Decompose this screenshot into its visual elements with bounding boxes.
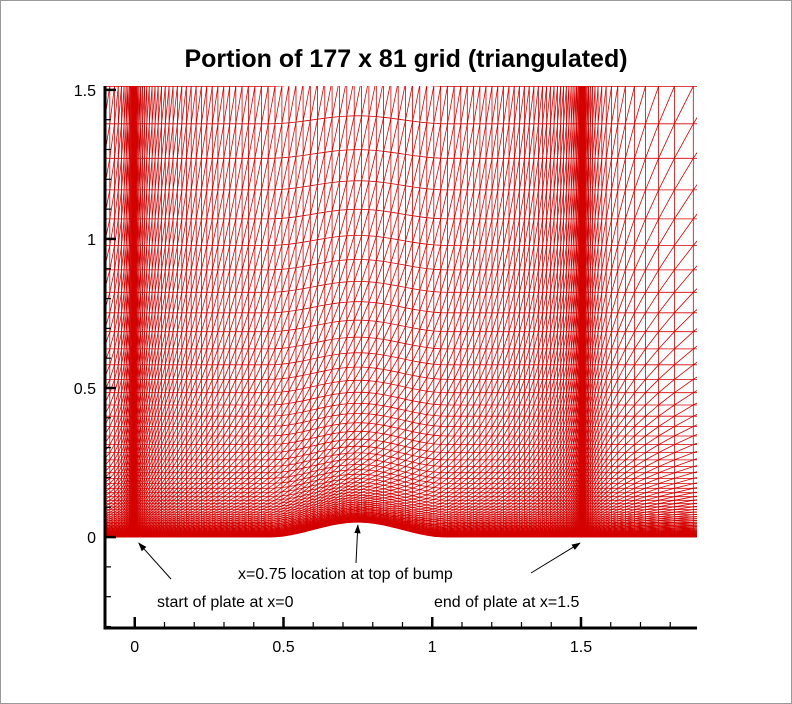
grid-line-diagonal [105,485,697,505]
annotation-arrow [354,524,361,564]
grid-line-diagonal [105,149,697,191]
grid-line-diagonal [105,452,697,474]
grid-line-diagonal [105,507,697,525]
grid-line-diagonal [105,464,697,484]
annotation-arrow [530,542,581,574]
x-tick-label: 1 [428,639,437,656]
grid-line-horizontal [105,86,697,87]
grid-line-diagonal [105,515,697,532]
grid-line-diagonal [105,503,697,521]
grid-line-diagonal [105,209,697,246]
annotation-arrow [138,542,172,580]
grid-line-diagonal [105,235,697,271]
y-tick-label: 1.5 [74,83,96,100]
y-tick-label: 0 [87,530,96,547]
grid-line-diagonal [105,380,697,406]
y-tick-label: 1 [87,232,96,249]
grid-line-diagonal [105,516,697,533]
annotation-start-of-plate: start of plate at x=0 [157,594,294,611]
grid-line-diagonal [105,505,697,523]
grid-line-diagonal [105,511,697,529]
grid-line-diagonal [105,510,697,527]
grid-line-diagonal [105,115,697,159]
grid-line-diagonal [105,403,697,427]
grid-line-diagonal [105,352,697,380]
x-tick-label: 1.5 [570,639,592,656]
annotation-end-of-plate: end of plate at x=1.5 [434,594,580,611]
grid-line-diagonal [105,366,697,394]
grid-line-diagonal [105,473,697,494]
grid-line-diagonal [105,492,697,510]
axes: 0 0.5 1 1.5 0 0.5 1 1.5 [74,83,697,656]
grid-line-diagonal [105,259,697,293]
y-tick-label: 0.5 [74,381,96,398]
x-tick-label: 0 [130,639,139,656]
grid-line-diagonal [105,86,697,125]
grid-line-diagonal [105,469,697,489]
grid-line-diagonal [105,499,697,518]
grid-line-diagonal [105,518,697,535]
grid-line-diagonal [105,514,697,532]
grid-line-diagonal [105,438,697,461]
grid-line-diagonal [105,482,697,501]
grid-line-diagonal [105,301,697,333]
mesh-grid [89,3,744,538]
x-tick-label: 0.5 [272,639,294,656]
grid-line-horizontal [89,3,744,9]
grid-line-diagonal [105,281,697,314]
grid-line-diagonal [105,489,697,508]
grid-line-diagonal [105,512,697,530]
annotations: start of plate at x=0 x=0.75 location at… [138,524,581,611]
chart-title: Portion of 177 x 81 grid (triangulated) [184,45,627,73]
annotation-top-of-bump: x=0.75 location at top of bump [238,566,453,583]
grid-line-diagonal [105,519,697,536]
grid-line-diagonal [105,320,697,350]
grid-line-diagonal [105,517,697,535]
grid-line-diagonal [105,497,697,515]
grid-line-diagonal [105,446,697,467]
grid-line-diagonal [105,501,697,520]
grid-line-diagonal [105,494,697,513]
grid-line-diagonal [105,478,697,498]
grid-line-diagonal [105,458,697,479]
grid-line-diagonal [89,3,744,48]
grid-line-diagonal [105,431,697,453]
grid-line-diagonal [105,517,697,534]
grid-line-diagonal [105,392,697,417]
grid-line-diagonal [105,422,697,445]
grid-line-diagonal [105,513,697,531]
grid-line-diagonal [105,180,697,220]
grid-line-diagonal [105,337,697,366]
grid-line-diagonal [105,413,697,437]
grid-line-diagonal [105,508,697,526]
